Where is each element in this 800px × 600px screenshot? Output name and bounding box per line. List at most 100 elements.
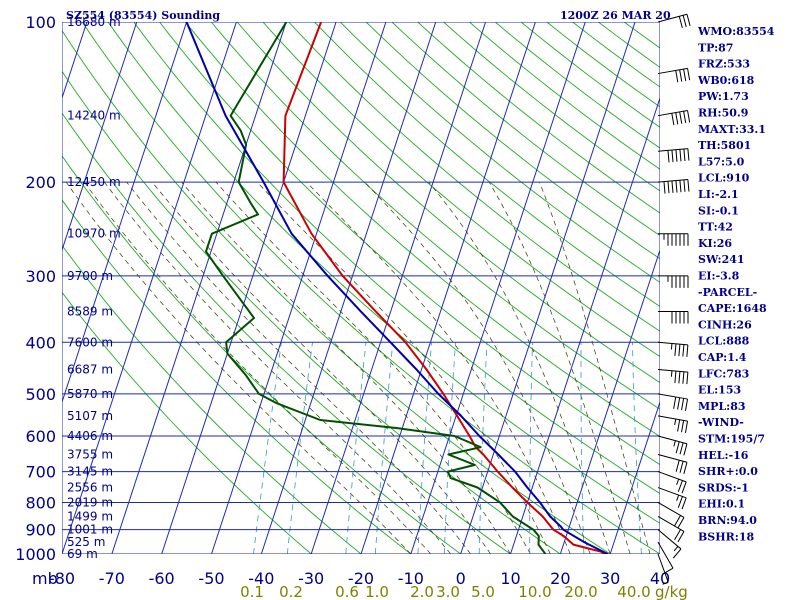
mixing-ratio-line [286,342,313,554]
wind-barb-feather [683,68,687,81]
index-entry: SRDS:-1 [698,481,749,494]
wind-barb-staff [657,541,674,569]
moist-adiabat-line [215,181,531,554]
index-entry: CINH:26 [698,318,752,331]
height-label: 7600 m [67,335,113,349]
dry-adiabat-line [494,22,660,149]
pressure-label: 300 [25,267,56,286]
wind-barb-feather [679,461,684,473]
wind-barb-staff [657,148,688,152]
dry-adiabat-line [62,155,461,554]
pressure-unit-label: mb [32,569,58,588]
wind-barb-feather [671,180,674,193]
wind-barb-feather [684,420,689,433]
height-label: 10970 m [67,227,121,241]
wind-barb-feather [687,110,691,123]
wind-barb-staff [657,369,688,373]
wind-barb-feather [667,150,670,163]
index-entry: BRN:94.0 [698,514,757,527]
wind-barb-feather [670,343,673,350]
wind-barb-feather [671,113,675,126]
wind-barb-feather [663,181,666,194]
temperature-label: -80 [49,569,75,588]
wind-barb-staff [657,415,688,422]
wind-barb-feather [678,344,681,357]
wind-barb-feather [679,69,683,82]
wind-barb-feather [677,517,685,529]
dry-adiabat-line [62,199,412,554]
wind-barb [657,415,689,433]
height-label: 5107 m [67,409,113,423]
index-entry: TP:87 [698,41,733,54]
temperature-label: -20 [348,569,374,588]
wind-barb-staff [657,393,688,400]
index-entry: LFC:783 [698,367,749,380]
height-label: 525 m [67,535,105,549]
wind-barb [657,109,691,126]
wind-barb-feather [662,581,669,585]
wind-barb-feather [684,398,689,411]
mixing-ratio-line [345,342,367,554]
wind-barb [657,502,685,529]
dry-adiabat-line [391,22,660,237]
wind-barb-feather [677,480,683,492]
wind-barb-feather [662,567,674,575]
wind-barb-feather [682,344,685,357]
wind-barb [657,393,689,411]
moist-adiabat-line [151,181,491,554]
pressure-label: 400 [25,333,56,352]
height-label: 6687 m [67,363,113,377]
index-entry: LCL:910 [698,172,750,185]
wind-barb-feather [686,14,691,26]
wind-barb-feather [672,548,682,559]
index-entry: WMO:83554 [697,25,775,38]
dry-adiabat-line [417,22,660,214]
wind-barb-feather [675,180,678,193]
dry-adiabat-line [107,22,660,524]
moist-adiabat-line [428,181,611,554]
pressure-label: 800 [25,493,56,512]
index-entry: EI:-3.8 [698,270,740,283]
temperature-label: -60 [149,569,175,588]
dry-adiabat-line [520,22,660,128]
wind-barb-staff [657,341,688,346]
index-entry: FRZ:533 [698,58,750,71]
wind-barb [657,516,685,543]
wind-barb-feather [670,370,673,377]
mixing-ratio-line [253,342,282,554]
wind-barb-feather [679,111,683,124]
mixing-ratio-line [580,342,585,554]
index-entry: WB0:618 [697,74,755,87]
height-label: 14240 m [67,109,121,123]
dry-adiabat-line [339,22,660,283]
wind-barb-staff [657,553,669,583]
isotherm-line [62,22,138,252]
isotherm-line [410,22,586,554]
isotherm-line [62,22,188,404]
index-entry: EHI:0.1 [698,498,745,511]
mixing-ratio-line [374,342,394,554]
temperature-label: 30 [600,569,620,588]
wind-barb-feather [674,371,677,384]
wind-barb-staff [657,67,688,75]
dry-adiabat-line [62,291,312,554]
index-entry: MAXT:33.1 [698,123,766,136]
pressure-label: 100 [25,13,56,32]
height-label: 4406 m [67,429,113,443]
wind-barb [657,453,688,474]
dry-adiabat-line [62,70,561,554]
wind-barb-feather [676,494,680,501]
wind-barb-feather [681,481,687,494]
wind-barb-feather [687,68,691,81]
height-labels: 16680 m 14240 m 12450 m 10970 m 9700 m 8589 m… [67,15,121,561]
dry-adiabat-line [443,22,660,192]
index-entry: PW:1.73 [698,90,749,103]
wind-barb-staff [657,529,682,550]
dry-adiabat-line [365,22,660,260]
wind-barb-feather [681,398,685,411]
temperature-label: 0 [456,569,466,588]
wind-barb-feather [675,149,678,162]
wind-barb-feather [679,149,682,162]
wind-barb [658,233,689,246]
